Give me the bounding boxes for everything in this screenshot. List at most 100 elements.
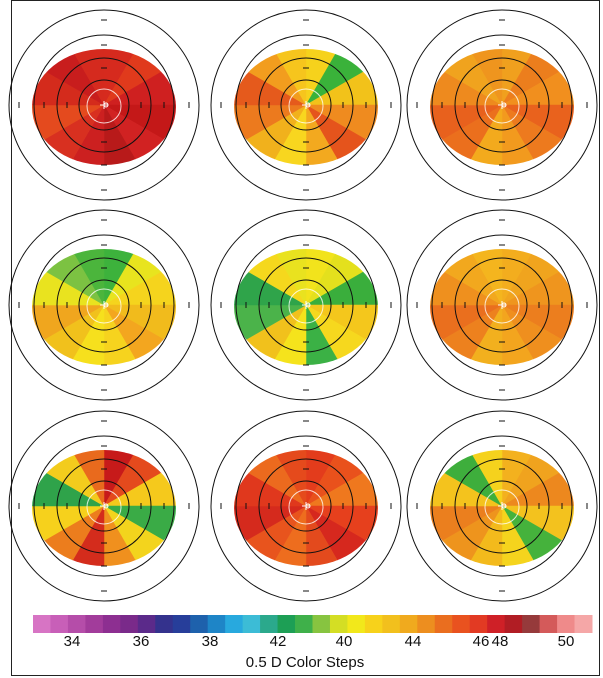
map-sector: [305, 104, 378, 161]
pupil-outline: [86, 288, 122, 324]
color-swatch: [364, 615, 383, 633]
color-swatch: [417, 615, 436, 633]
topography-map: [406, 9, 598, 201]
map-sector: [234, 505, 307, 562]
map-sector: [234, 249, 307, 306]
map-sector: [305, 450, 378, 507]
pupil-outline: [288, 489, 324, 525]
map-sector: [103, 505, 160, 566]
color-swatch: [329, 615, 348, 633]
map-ring: [235, 435, 377, 577]
map-sector: [250, 304, 307, 365]
map-sector: [305, 304, 378, 361]
map-ring: [8, 9, 200, 201]
map-sector: [32, 450, 105, 507]
color-scale-tick-label: 44: [404, 633, 422, 650]
pupil-outline: [86, 489, 122, 525]
map-sector: [430, 104, 503, 161]
color-swatch: [295, 615, 313, 633]
map-ring: [258, 458, 354, 554]
map-sector: [501, 450, 574, 507]
map-sector: [446, 304, 503, 365]
map-sector: [501, 104, 574, 161]
color-swatch: [487, 615, 506, 633]
map-sector: [501, 249, 574, 306]
topography-map: [8, 410, 200, 602]
map-ring: [454, 458, 550, 554]
color-swatch: [137, 615, 156, 633]
map-sector: [305, 104, 362, 165]
pupil-outline: [484, 288, 520, 324]
map-ring: [431, 34, 573, 176]
map-sector: [430, 304, 503, 361]
map-ring: [476, 79, 528, 131]
map-sector: [250, 505, 307, 566]
map-color-sectors: [32, 49, 176, 165]
color-swatch: [207, 615, 226, 633]
map-ring: [454, 257, 550, 353]
corneal-maps-grid: [8, 9, 598, 602]
color-swatch: [225, 615, 244, 633]
map-ring: [258, 57, 354, 153]
map-ring: [280, 480, 332, 532]
map-color-sectors: [430, 49, 574, 165]
map-sector: [430, 450, 503, 507]
map-ring: [406, 209, 598, 401]
map-sector: [430, 505, 503, 562]
color-swatch: [260, 615, 279, 633]
pupil-outline: [484, 88, 520, 124]
map-ring: [78, 79, 130, 131]
color-swatch: [539, 615, 558, 633]
map-sector: [103, 249, 176, 306]
color-swatch: [120, 615, 139, 633]
color-swatch: [434, 615, 453, 633]
color-swatch: [33, 615, 51, 633]
map-sector: [446, 104, 503, 165]
map-ring: [280, 79, 332, 131]
map-sector: [305, 304, 362, 365]
map-sector: [32, 249, 105, 306]
color-swatch: [102, 615, 121, 633]
color-swatch: [50, 615, 69, 633]
map-sector: [103, 450, 176, 507]
map-sector: [250, 104, 307, 165]
color-scale-tick-label: 48: [491, 633, 509, 650]
map-sector: [305, 49, 378, 106]
color-swatch: [172, 615, 191, 633]
color-swatch: [557, 615, 576, 633]
map-sector: [103, 304, 160, 365]
color-scale-caption: 0.5 D Color Steps: [245, 654, 365, 671]
map-color-sectors: [430, 249, 574, 365]
color-swatch: [312, 615, 331, 633]
color-swatch: [347, 615, 366, 633]
map-sector: [430, 249, 503, 306]
map-ring: [56, 257, 152, 353]
map-sector: [501, 304, 558, 365]
color-swatch: [85, 615, 104, 633]
pupil-outline: [288, 288, 324, 324]
map-sector: [501, 505, 558, 566]
topography-map: [210, 410, 402, 602]
color-scale-bar: [33, 615, 593, 633]
map-ring: [476, 480, 528, 532]
map-ring: [258, 257, 354, 353]
map-sector: [234, 49, 307, 106]
map-sector: [103, 505, 176, 562]
map-ring: [280, 279, 332, 331]
map-ring: [78, 279, 130, 331]
map-ring: [56, 57, 152, 153]
color-scale-tick-label: 38: [201, 633, 219, 650]
map-sector: [305, 505, 378, 562]
pupil-outline: [86, 88, 122, 124]
map-sector: [501, 49, 574, 106]
map-sector: [32, 49, 105, 106]
map-ring: [56, 458, 152, 554]
map-sector: [32, 104, 105, 161]
color-swatch: [277, 615, 296, 633]
color-swatch: [67, 615, 86, 633]
map-sector: [103, 104, 160, 165]
map-sector: [103, 304, 176, 361]
map-sector: [48, 505, 105, 566]
map-ring: [8, 209, 200, 401]
